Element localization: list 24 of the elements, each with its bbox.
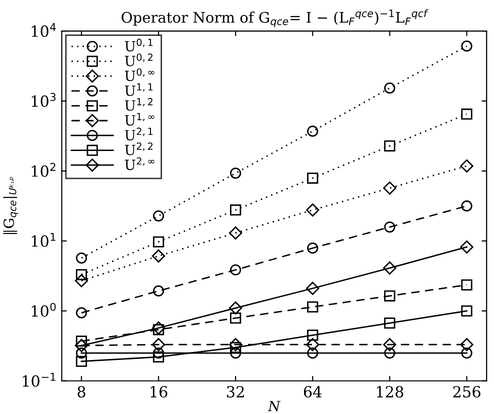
legend-label: U$^{1,2}$: [124, 98, 152, 111]
x-tick-label: 256: [453, 386, 480, 398]
x-tick-label: 8: [78, 386, 86, 398]
x-tick-label: 16: [150, 386, 168, 398]
legend-label: U$^{0,2}$: [124, 54, 152, 66]
y-tick-label: 10$^{1}$: [32, 233, 56, 247]
x-axis-title: N: [268, 400, 281, 412]
legend-label: U$^{2,∞}$: [124, 157, 154, 170]
x-tick-label: 128: [376, 386, 404, 398]
x-tick-label: 64: [304, 386, 322, 398]
y-tick-label: 10$^{2}$: [32, 162, 56, 177]
legend-label: U$^{1,∞}$: [124, 112, 154, 126]
legend-label: U$^{1,1}$: [124, 83, 153, 96]
y-tick-label: 10$^{−1}$: [22, 372, 56, 387]
chart-title: Operator Norm of G$_{qce}$= I − (L$_{F}$$^{qce}$)$^{−1}$L$_{F}$$^{qcf}$: [122, 9, 428, 28]
legend-label: U$^{2,2}$: [124, 142, 152, 156]
legend-label: U$^{0,∞}$: [124, 68, 154, 82]
y-tick-label: 10$^{0}$: [32, 302, 56, 317]
y-tick-label: 10$^{3}$: [32, 92, 56, 107]
x-tick-label: 32: [227, 386, 244, 398]
legend-label: U$^{0,1}$: [124, 38, 153, 52]
y-axis-title: ‖G$_{qce}$|$_{Uᵏ˒ᵖ}$: [3, 177, 18, 234]
y-tick-label: 10$^{4}$: [32, 23, 56, 37]
legend-label: U$^{2,1}$: [124, 128, 153, 140]
